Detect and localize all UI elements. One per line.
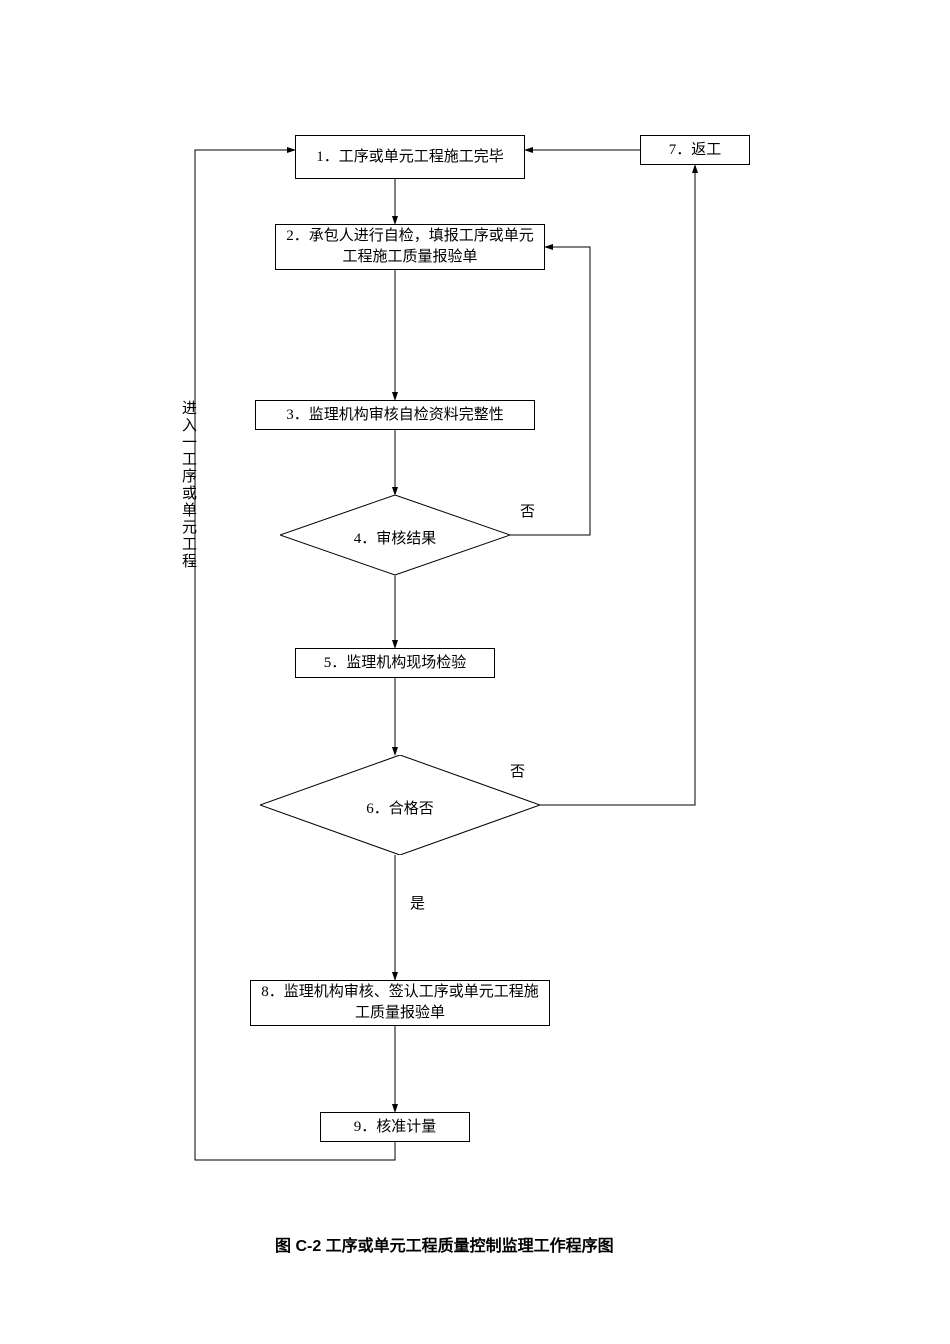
node-1: 1．工序或单元工程施工完毕	[295, 135, 525, 179]
flowchart-canvas: 1．工序或单元工程施工完毕 7．返工 2．承包人进行自检，填报工序或单元工程施工…	[0, 0, 950, 1344]
node-7: 7．返工	[640, 135, 750, 165]
node-6-label: 6．合格否	[366, 801, 434, 817]
node-1-label: 1．工序或单元工程施工完毕	[316, 147, 504, 168]
node-3-label: 3．监理机构审核自检资料完整性	[286, 405, 504, 426]
side-label: 进入一工序或单元工程	[178, 400, 199, 570]
node-8: 8．监理机构审核、签认工序或单元工程施工质量报验单	[250, 980, 550, 1026]
node-3: 3．监理机构审核自检资料完整性	[255, 400, 535, 430]
node-9: 9．核准计量	[320, 1112, 470, 1142]
node-5: 5．监理机构现场检验	[295, 648, 495, 678]
label-yes: 是	[410, 892, 425, 913]
label-no-1: 否	[520, 500, 535, 521]
node-2: 2．承包人进行自检，填报工序或单元工程施工质量报验单	[275, 224, 545, 270]
node-8-label: 8．监理机构审核、签认工序或单元工程施工质量报验单	[259, 982, 541, 1024]
node-6: 6．合格否	[260, 755, 540, 855]
node-4: 4．审核结果	[280, 495, 510, 575]
node-9-label: 9．核准计量	[354, 1117, 437, 1138]
figure-caption: 图 C-2 工序或单元工程质量控制监理工作程序图	[275, 1232, 614, 1256]
label-no-2: 否	[510, 760, 525, 781]
node-2-label: 2．承包人进行自检，填报工序或单元工程施工质量报验单	[284, 226, 536, 268]
node-7-label: 7．返工	[669, 140, 722, 161]
side-label-text: 进入一工序或单元工程	[180, 400, 196, 570]
node-4-label: 4．审核结果	[354, 531, 437, 547]
node-5-label: 5．监理机构现场检验	[324, 653, 467, 674]
